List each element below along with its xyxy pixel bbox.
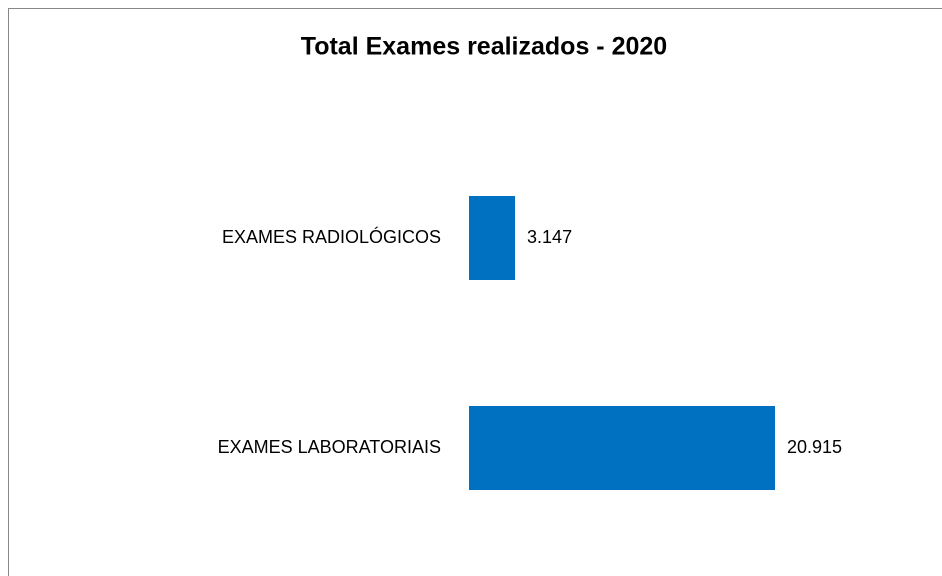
value-label: 3.147	[527, 227, 572, 247]
chart-title: Total Exames realizados - 2020	[301, 33, 667, 61]
chart-frame	[8, 8, 942, 576]
category-label: EXAMES LABORATORIAIS	[218, 437, 441, 457]
value-label: 20.915	[787, 437, 842, 457]
bar	[469, 196, 516, 280]
bar	[469, 406, 775, 490]
category-label: EXAMES RADIOLÓGICOS	[222, 226, 441, 247]
